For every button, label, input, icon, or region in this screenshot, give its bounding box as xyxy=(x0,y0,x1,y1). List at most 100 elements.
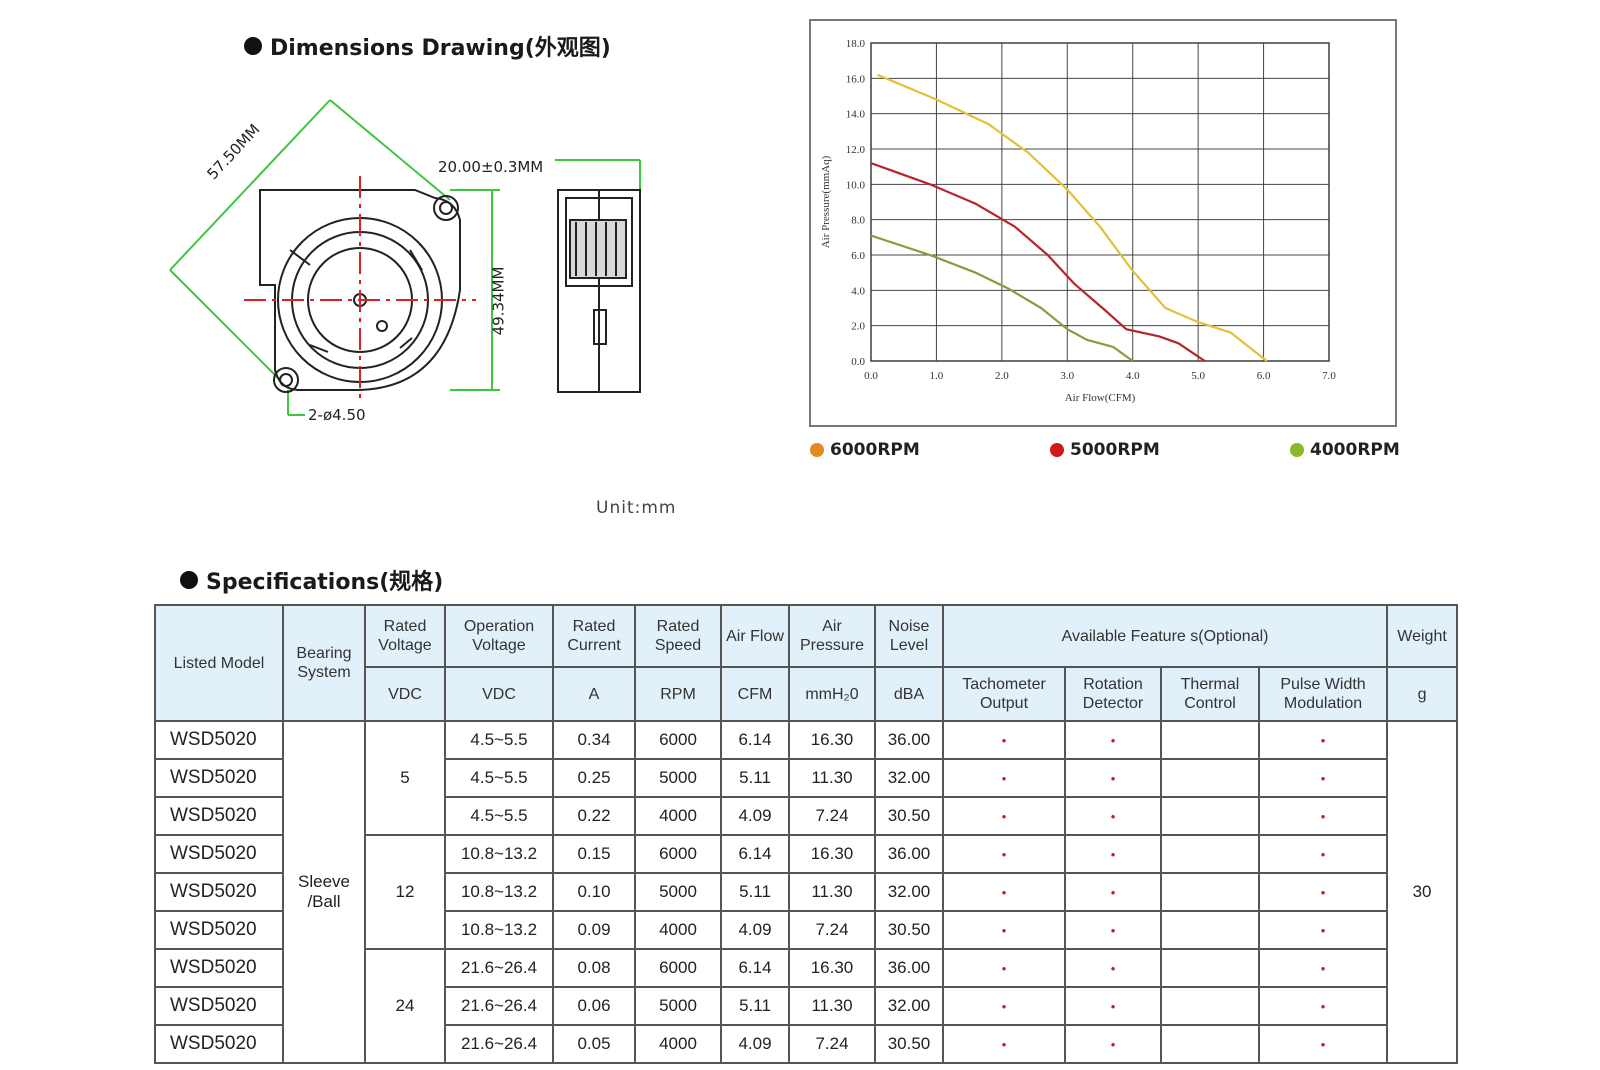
cell-pwm-mark: • xyxy=(1257,948,1389,988)
cell-pwm-mark: • xyxy=(1257,986,1389,1026)
header-air-pressure: Air Pressure xyxy=(788,604,876,668)
legend-swatch-6000-icon xyxy=(810,443,824,457)
cell-rotation-detector-mark: • xyxy=(1064,910,1162,950)
plot-area xyxy=(870,42,1330,362)
cell-thermal-control xyxy=(1160,948,1260,988)
x-tick-label: 1.0 xyxy=(930,370,944,382)
cell-air-flow: 4.09 xyxy=(720,910,790,950)
cell-rated-current: 0.25 xyxy=(552,758,636,798)
cell-operation-voltage: 4.5~5.5 xyxy=(444,720,554,760)
legend-5000rpm: 5000RPM xyxy=(1050,440,1160,460)
cell-thermal-control xyxy=(1160,872,1260,912)
table-row: WSD5020 10.8~13.2 0.10 5000 5.11 11.30 32.00 • •… xyxy=(154,872,1457,912)
cell-rated-speed: 5000 xyxy=(634,758,722,798)
cell-rated-speed: 4000 xyxy=(634,796,722,836)
y-tick-label: 16.0 xyxy=(846,73,866,85)
cell-tachometer-mark: • xyxy=(942,758,1066,798)
cell-noise-level: 36.00 xyxy=(874,720,944,760)
cell-air-pressure: 7.24 xyxy=(788,1024,876,1064)
table-row: WSD5020 4.5~5.5 0.25 5000 5.11 11.30 32.00 • • • xyxy=(154,758,1457,798)
legend-6000rpm: 6000RPM xyxy=(810,440,920,460)
legend-4000rpm: 4000RPM xyxy=(1290,440,1400,460)
series-line-5000rpm xyxy=(870,162,1206,362)
specifications-body: WSD5020 Sleeve /Ball 5 4.5~5.5 0.34 6000 6.14 1… xyxy=(154,720,1459,1064)
cell-pwm-mark: • xyxy=(1257,796,1389,836)
cell-air-pressure: 7.24 xyxy=(788,796,876,836)
cell-model: WSD5020 xyxy=(154,796,284,836)
y-tick-label: 14.0 xyxy=(846,109,866,121)
cell-tachometer-mark: • xyxy=(942,796,1066,836)
cell-noise-level: 32.00 xyxy=(874,872,944,912)
cell-model: WSD5020 xyxy=(154,1024,284,1064)
cell-rated-speed: 5000 xyxy=(634,872,722,912)
cell-rated-current: 0.05 xyxy=(552,1024,636,1064)
cell-operation-voltage: 10.8~13.2 xyxy=(444,910,554,950)
header-row-labels: Listed Model Bearing System Rated Voltag… xyxy=(154,604,1459,722)
cell-tachometer-mark: • xyxy=(942,872,1066,912)
cell-model: WSD5020 xyxy=(154,758,284,798)
legend-swatch-4000-icon xyxy=(1290,443,1304,457)
unit-air-flow: CFM xyxy=(720,666,790,722)
table-row: WSD5020 Sleeve /Ball 5 4.5~5.5 0.34 6000 6.14 1… xyxy=(154,720,1459,1064)
cell-model: WSD5020 xyxy=(154,948,284,988)
center-crosshair xyxy=(244,176,476,404)
feature-thermal-control: Thermal Control xyxy=(1160,666,1260,722)
cell-operation-voltage: 10.8~13.2 xyxy=(444,872,554,912)
specifications-title: Specifications(规格) xyxy=(180,564,443,596)
performance-chart: 0.0 1.0 2.0 3.0 4.0 5.0 6.0 7.0 0.0 2.0 4.0 6.0 8.0 1… xyxy=(820,38,1336,404)
cell-rotation-detector-mark: • xyxy=(1064,720,1162,760)
y-tick-label: 10.0 xyxy=(846,179,866,191)
header-rated-current: Rated Current xyxy=(552,604,636,668)
bullet-icon xyxy=(244,37,262,55)
cell-thermal-control xyxy=(1160,758,1260,798)
x-tick-label: 7.0 xyxy=(1322,370,1336,382)
cell-air-flow: 6.14 xyxy=(720,834,790,874)
cell-air-pressure: 11.30 xyxy=(788,758,876,798)
unit-noise-level-text: dBA xyxy=(893,685,925,703)
cell-thermal-control xyxy=(1160,1024,1260,1064)
header-operation-voltage: Operation Voltage xyxy=(444,604,554,668)
diagonal-dimension-lines xyxy=(169,99,641,416)
cell-air-flow: 6.14 xyxy=(720,720,790,760)
y-tick-label: 6.0 xyxy=(851,250,865,262)
cell-rated-speed: 6000 xyxy=(634,834,722,874)
cell-model: WSD5020 xyxy=(154,986,284,1026)
feature-rotation-detector: Rotation Detector xyxy=(1064,666,1162,722)
cell-rotation-detector-mark: • xyxy=(1064,1024,1162,1064)
cell-air-flow: 4.09 xyxy=(720,1024,790,1064)
cell-air-pressure: 16.30 xyxy=(788,834,876,874)
cell-rated-voltage: 12 xyxy=(364,834,446,950)
cell-air-flow: 6.14 xyxy=(720,948,790,988)
cell-tachometer-mark: • xyxy=(942,986,1066,1026)
x-tick-label: 6.0 xyxy=(1257,370,1271,382)
cell-rated-voltage: 5 xyxy=(364,720,446,836)
cell-rotation-detector-mark: • xyxy=(1064,834,1162,874)
cell-tachometer-mark: • xyxy=(942,948,1066,988)
cell-rated-speed: 6000 xyxy=(634,948,722,988)
header-row-units: VDC VDC A RPM CFM mmH₂0 dBA Tachometer O… xyxy=(155,666,1459,722)
x-tick-label: 5.0 xyxy=(1191,370,1205,382)
cell-pwm-mark: • xyxy=(1257,910,1389,950)
legend-swatch-5000-icon xyxy=(1050,443,1064,457)
cell-air-pressure: 11.30 xyxy=(788,872,876,912)
cell-pwm-mark: • xyxy=(1257,1024,1389,1064)
table-row: WSD5020 4.5~5.5 0.22 4000 4.09 7.24 30.50 • • • xyxy=(154,796,1457,836)
header-air-flow: Air Flow xyxy=(720,604,790,668)
y-tick-label: 8.0 xyxy=(851,215,865,227)
table-row: WSD5020 10.8~13.2 0.09 4000 4.09 7.24 30.50 • • • xyxy=(154,910,1457,950)
header-weight: Weight xyxy=(1386,604,1459,668)
cell-pwm-mark: • xyxy=(1257,720,1389,760)
dimensions-drawing xyxy=(169,99,641,416)
cell-tachometer-mark: • xyxy=(942,910,1066,950)
cell-noise-level: 36.00 xyxy=(874,834,944,874)
cell-bearing-system: Sleeve /Ball xyxy=(282,720,366,1064)
cell-air-flow: 5.11 xyxy=(720,872,790,912)
cell-weight: 30 xyxy=(1386,720,1459,1064)
dimensions-title-text: Dimensions Drawing(外观图) xyxy=(270,36,611,61)
cell-rotation-detector-mark: • xyxy=(1064,758,1162,798)
x-tick-label: 4.0 xyxy=(1126,370,1140,382)
cell-air-pressure: 16.30 xyxy=(788,720,876,760)
y-axis-label: Air Pressure(mmAq) xyxy=(820,155,832,248)
legend-label-5000: 5000RPM xyxy=(1070,440,1160,460)
cell-rated-voltage: 24 xyxy=(364,948,446,1064)
